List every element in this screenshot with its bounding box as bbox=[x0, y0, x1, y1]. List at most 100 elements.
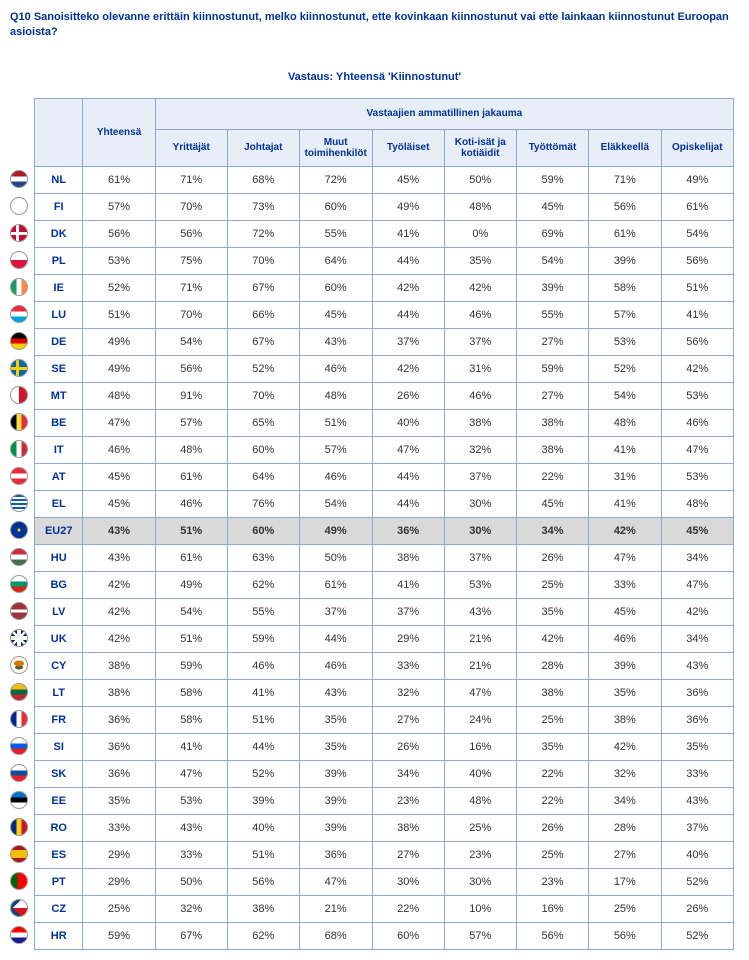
table-row: CY38%59%46%46%33%21%28%39%43% bbox=[35, 652, 734, 679]
flag-pt bbox=[10, 872, 28, 890]
flag-spacer bbox=[10, 98, 34, 166]
table-row: EU2743%51%60%49%36%30%34%42%45% bbox=[35, 517, 734, 544]
data-cell: 22% bbox=[516, 463, 588, 490]
data-cell: 36% bbox=[661, 679, 733, 706]
data-cell: 39% bbox=[516, 274, 588, 301]
data-cell: 25% bbox=[516, 706, 588, 733]
header-total: Yhteensä bbox=[83, 98, 155, 166]
table-row: IE52%71%67%60%42%42%39%58%51% bbox=[35, 274, 734, 301]
data-cell: 22% bbox=[372, 895, 444, 922]
data-cell: 42% bbox=[589, 733, 661, 760]
data-cell: 69% bbox=[516, 220, 588, 247]
country-code: UK bbox=[35, 625, 83, 652]
country-code: EU27 bbox=[35, 517, 83, 544]
data-cell: 70% bbox=[227, 382, 299, 409]
question-text: Q10 Sanoisitteko olevanne erittäin kiinn… bbox=[10, 10, 739, 41]
data-cell: 66% bbox=[227, 301, 299, 328]
data-cell: 54% bbox=[155, 328, 227, 355]
data-cell: 42% bbox=[372, 355, 444, 382]
total-value: 42% bbox=[83, 625, 155, 652]
data-cell: 46% bbox=[444, 301, 516, 328]
data-cell: 58% bbox=[589, 274, 661, 301]
data-cell: 42% bbox=[516, 625, 588, 652]
data-cell: 54% bbox=[589, 382, 661, 409]
data-cell: 49% bbox=[661, 166, 733, 193]
table-row: SE49%56%52%46%42%31%59%52%42% bbox=[35, 355, 734, 382]
total-value: 53% bbox=[83, 247, 155, 274]
data-cell: 46% bbox=[299, 463, 372, 490]
data-cell: 22% bbox=[516, 787, 588, 814]
flag-es bbox=[10, 845, 28, 863]
total-value: 51% bbox=[83, 301, 155, 328]
table-row: HU43%61%63%50%38%37%26%47%34% bbox=[35, 544, 734, 571]
country-code: SI bbox=[35, 733, 83, 760]
data-cell: 38% bbox=[372, 814, 444, 841]
header-group: Vastaajien ammatillinen jakauma bbox=[155, 98, 733, 129]
table-row: AT45%61%64%46%44%37%22%31%53% bbox=[35, 463, 734, 490]
flag-de bbox=[10, 332, 28, 350]
flag-sk bbox=[10, 764, 28, 782]
flag-mt bbox=[10, 386, 28, 404]
data-cell: 72% bbox=[227, 220, 299, 247]
data-cell: 27% bbox=[516, 328, 588, 355]
data-cell: 67% bbox=[227, 274, 299, 301]
data-cell: 34% bbox=[661, 625, 733, 652]
country-code: MT bbox=[35, 382, 83, 409]
country-code: AT bbox=[35, 463, 83, 490]
data-cell: 51% bbox=[155, 625, 227, 652]
data-cell: 38% bbox=[444, 409, 516, 436]
data-cell: 38% bbox=[372, 544, 444, 571]
table-row: BG42%49%62%61%41%53%25%33%47% bbox=[35, 571, 734, 598]
data-cell: 51% bbox=[155, 517, 227, 544]
data-table: Yhteensä Vastaajien ammatillinen jakauma… bbox=[34, 98, 734, 950]
header-col-3: Työläiset bbox=[372, 129, 444, 166]
data-cell: 35% bbox=[516, 598, 588, 625]
data-cell: 63% bbox=[227, 544, 299, 571]
data-cell: 30% bbox=[444, 490, 516, 517]
data-cell: 49% bbox=[155, 571, 227, 598]
data-cell: 32% bbox=[372, 679, 444, 706]
data-cell: 33% bbox=[589, 571, 661, 598]
total-value: 49% bbox=[83, 355, 155, 382]
data-cell: 34% bbox=[661, 544, 733, 571]
table-row: SK36%47%52%39%34%40%22%32%33% bbox=[35, 760, 734, 787]
data-cell: 50% bbox=[444, 166, 516, 193]
data-cell: 50% bbox=[299, 544, 372, 571]
data-cell: 58% bbox=[155, 706, 227, 733]
data-cell: 55% bbox=[227, 598, 299, 625]
data-cell: 25% bbox=[516, 571, 588, 598]
country-code: LT bbox=[35, 679, 83, 706]
table-wrapper: Yhteensä Vastaajien ammatillinen jakauma… bbox=[10, 98, 739, 950]
data-cell: 43% bbox=[299, 328, 372, 355]
data-cell: 28% bbox=[589, 814, 661, 841]
flag-at bbox=[10, 467, 28, 485]
data-cell: 60% bbox=[299, 274, 372, 301]
data-cell: 46% bbox=[299, 652, 372, 679]
total-value: 29% bbox=[83, 868, 155, 895]
data-cell: 36% bbox=[299, 841, 372, 868]
data-cell: 91% bbox=[155, 382, 227, 409]
data-cell: 37% bbox=[444, 463, 516, 490]
table-row: DK56%56%72%55%41%0%69%61%54% bbox=[35, 220, 734, 247]
data-cell: 52% bbox=[589, 355, 661, 382]
data-cell: 31% bbox=[589, 463, 661, 490]
data-cell: 55% bbox=[516, 301, 588, 328]
data-cell: 26% bbox=[372, 382, 444, 409]
data-cell: 56% bbox=[661, 247, 733, 274]
data-cell: 46% bbox=[661, 409, 733, 436]
data-cell: 16% bbox=[444, 733, 516, 760]
data-cell: 30% bbox=[372, 868, 444, 895]
total-value: 57% bbox=[83, 193, 155, 220]
data-cell: 46% bbox=[155, 490, 227, 517]
data-cell: 30% bbox=[444, 868, 516, 895]
data-cell: 27% bbox=[516, 382, 588, 409]
flag-dk bbox=[10, 224, 28, 242]
data-cell: 35% bbox=[299, 733, 372, 760]
data-cell: 45% bbox=[372, 166, 444, 193]
data-cell: 41% bbox=[589, 436, 661, 463]
data-cell: 39% bbox=[589, 652, 661, 679]
data-cell: 35% bbox=[444, 247, 516, 274]
data-cell: 50% bbox=[155, 868, 227, 895]
flag-ie bbox=[10, 278, 28, 296]
data-cell: 40% bbox=[444, 760, 516, 787]
